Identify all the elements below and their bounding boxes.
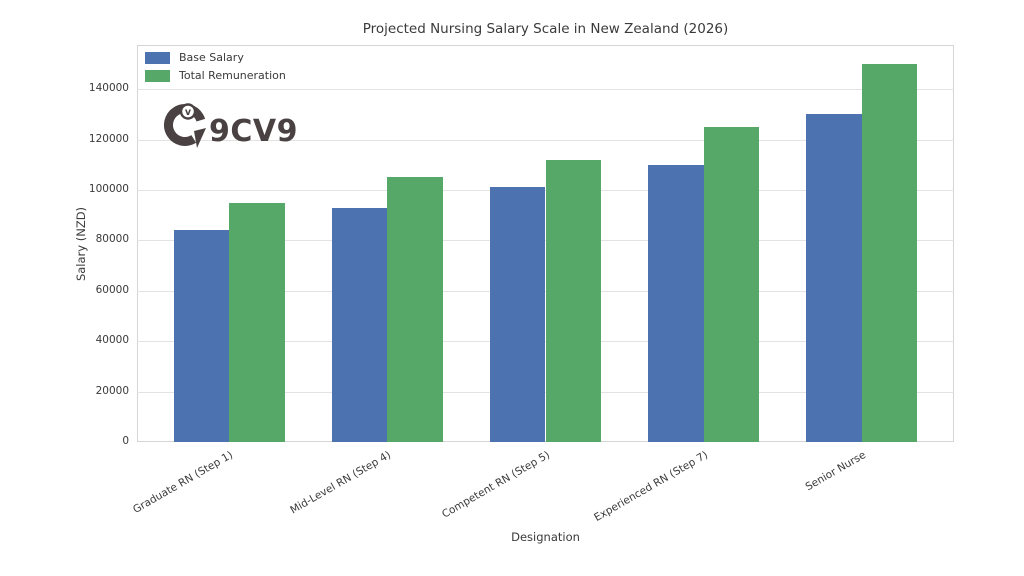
ytick-label-80000: 80000 <box>95 233 129 246</box>
xtick-label-graduate-rn-step-1: Graduate RN (Step 1) <box>131 449 236 516</box>
xtick-label-mid-level-rn-step-4: Mid-Level RN (Step 4) <box>288 449 394 517</box>
legend-swatch-base-salary <box>145 51 170 64</box>
xtick-label-senior-nurse: Senior Nurse <box>803 449 868 494</box>
9cv9-logo-icon: v <box>164 103 206 148</box>
bar-base-salary-competent-rn-step-5 <box>490 187 546 442</box>
ytick-label-140000: 140000 <box>88 82 129 95</box>
ytick-label-120000: 120000 <box>88 132 129 145</box>
gridline-140000 <box>137 89 954 91</box>
bar-base-salary-experienced-rn-step-7 <box>648 164 704 442</box>
legend-label-base-salary: Base Salary <box>179 51 244 64</box>
9cv9-logo-text: 9CV9 <box>209 114 298 149</box>
bar-total-remuneration-mid-level-rn-step-4 <box>387 177 443 442</box>
x-axis-label: Designation <box>511 530 580 544</box>
bar-total-remuneration-experienced-rn-step-7 <box>703 126 759 442</box>
ytick-label-0: 0 <box>122 435 129 447</box>
legend: Base Salary Total Remuneration <box>145 51 286 82</box>
bar-total-remuneration-graduate-rn-step-1 <box>229 202 285 442</box>
legend-item-base-salary: Base Salary <box>145 51 286 64</box>
bar-base-salary-graduate-rn-step-1 <box>174 230 230 442</box>
legend-label-total-remuneration: Total Remuneration <box>179 69 286 82</box>
xtick-label-competent-rn-step-5: Competent RN (Step 5) <box>439 449 552 521</box>
chart-title: Projected Nursing Salary Scale in New Ze… <box>362 21 729 37</box>
bar-total-remuneration-competent-rn-step-5 <box>545 159 601 442</box>
y-axis-label: Salary (NZD) <box>74 206 88 282</box>
ytick-label-20000: 20000 <box>95 384 129 397</box>
ytick-label-100000: 100000 <box>88 182 129 195</box>
9cv9-watermark: v 9CV9 <box>161 97 298 151</box>
ytick-label-40000: 40000 <box>95 334 129 347</box>
bar-total-remuneration-senior-nurse <box>861 63 917 442</box>
ytick-label-60000: 60000 <box>95 283 129 296</box>
svg-text:v: v <box>185 107 192 118</box>
legend-item-total-remuneration: Total Remuneration <box>145 69 286 82</box>
gridline-120000 <box>137 139 954 141</box>
legend-swatch-total-remuneration <box>145 69 170 82</box>
bar-base-salary-mid-level-rn-step-4 <box>332 207 388 442</box>
bar-base-salary-senior-nurse <box>806 114 862 442</box>
xtick-label-experienced-rn-step-7: Experienced RN (Step 7) <box>591 449 710 524</box>
